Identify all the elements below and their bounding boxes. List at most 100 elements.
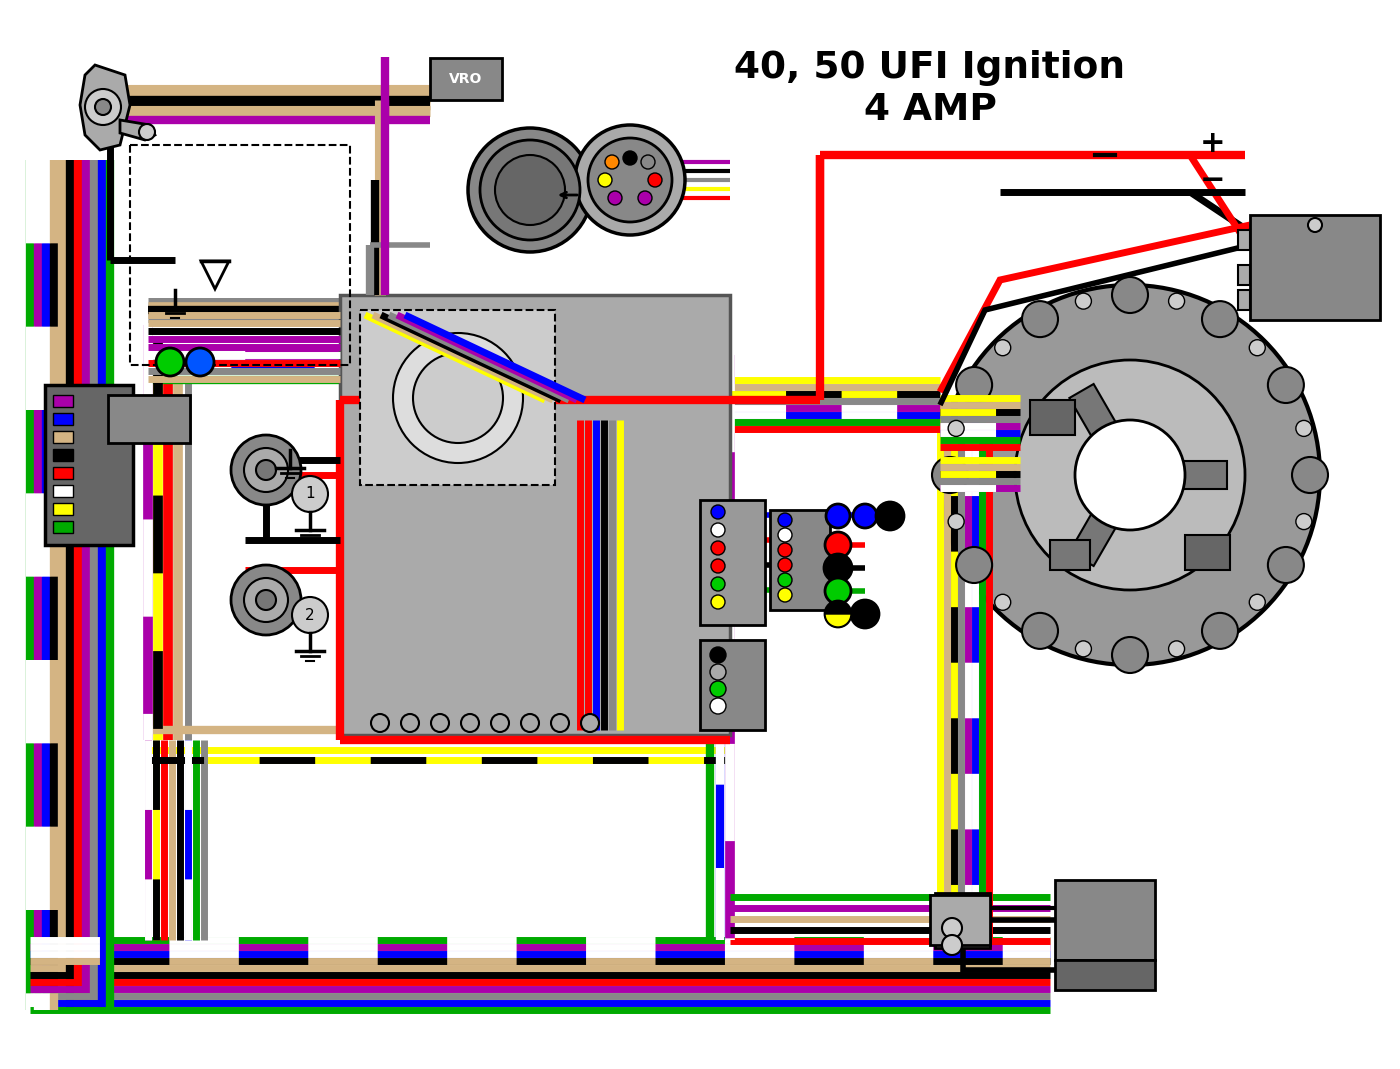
Bar [1184,534,1231,570]
Bar [1056,880,1155,960]
Polygon shape [120,120,155,140]
Circle shape [1015,360,1245,590]
Circle shape [1296,513,1312,529]
Bar [45,385,133,545]
Circle shape [480,140,580,241]
Bar [1070,514,1116,566]
Circle shape [605,155,619,169]
Circle shape [231,566,301,635]
Circle shape [876,502,904,530]
Circle shape [186,348,214,376]
Circle shape [1022,613,1058,649]
Circle shape [778,588,792,602]
Circle shape [256,590,276,610]
Circle shape [293,476,328,512]
Bar [53,503,73,515]
Bar [53,413,73,425]
Bar [53,449,73,461]
Circle shape [710,664,727,680]
Bar [1056,960,1155,990]
Circle shape [995,594,1011,610]
Bar [1070,384,1116,436]
Circle shape [825,578,851,604]
Circle shape [939,285,1320,665]
Circle shape [244,448,288,492]
Circle shape [231,435,301,505]
Bar [53,396,73,407]
Circle shape [710,647,727,663]
Circle shape [825,532,851,558]
Bar [930,895,990,945]
Circle shape [552,714,568,732]
Circle shape [1308,218,1322,232]
Circle shape [778,528,792,542]
Circle shape [1296,420,1312,436]
Circle shape [778,573,792,587]
Circle shape [244,578,288,622]
Bar [130,145,350,365]
Polygon shape [202,261,230,289]
Circle shape [623,151,637,165]
Circle shape [825,601,851,628]
Circle shape [648,173,662,187]
Circle shape [1075,641,1092,656]
Circle shape [393,334,524,463]
Circle shape [431,714,449,732]
Circle shape [496,155,566,224]
Circle shape [1075,293,1092,309]
Circle shape [956,367,993,403]
Bar [1250,215,1380,320]
Bar [1238,230,1250,250]
Circle shape [942,918,962,938]
Bar [360,310,554,485]
Circle shape [491,714,510,732]
Circle shape [711,577,725,591]
Circle shape [1249,340,1266,356]
Circle shape [155,348,183,376]
Circle shape [575,125,685,235]
Circle shape [932,458,967,493]
Circle shape [825,554,853,582]
Bar [340,295,729,735]
Circle shape [371,714,389,732]
Circle shape [598,173,612,187]
Circle shape [1169,641,1184,656]
Circle shape [851,600,879,628]
Circle shape [468,128,592,252]
Circle shape [581,714,599,732]
Circle shape [1249,594,1266,610]
Bar [53,467,73,479]
Circle shape [948,513,965,529]
Text: VRO: VRO [449,72,483,86]
Circle shape [1112,637,1148,673]
Circle shape [1169,293,1184,309]
Circle shape [588,138,672,222]
Circle shape [521,714,539,732]
Circle shape [853,503,876,528]
Circle shape [1075,420,1184,530]
Circle shape [710,698,727,714]
Circle shape [995,340,1011,356]
Text: 40, 50 UFI Ignition: 40, 50 UFI Ignition [735,50,1126,86]
Circle shape [711,541,725,555]
Circle shape [778,558,792,572]
Circle shape [778,513,792,527]
Bar [246,465,256,475]
Bar [53,431,73,443]
Bar [1238,290,1250,310]
Bar [1050,540,1091,570]
Circle shape [1203,613,1238,649]
Circle shape [461,714,479,732]
Bar [1238,265,1250,285]
Circle shape [139,124,155,140]
Wedge shape [825,614,851,628]
Circle shape [942,935,962,955]
Bar [935,893,990,948]
Circle shape [1292,458,1329,493]
Circle shape [85,89,120,125]
Circle shape [95,99,111,115]
Bar [430,58,503,100]
Circle shape [641,155,655,169]
Text: 1: 1 [305,486,315,501]
Circle shape [778,543,792,557]
